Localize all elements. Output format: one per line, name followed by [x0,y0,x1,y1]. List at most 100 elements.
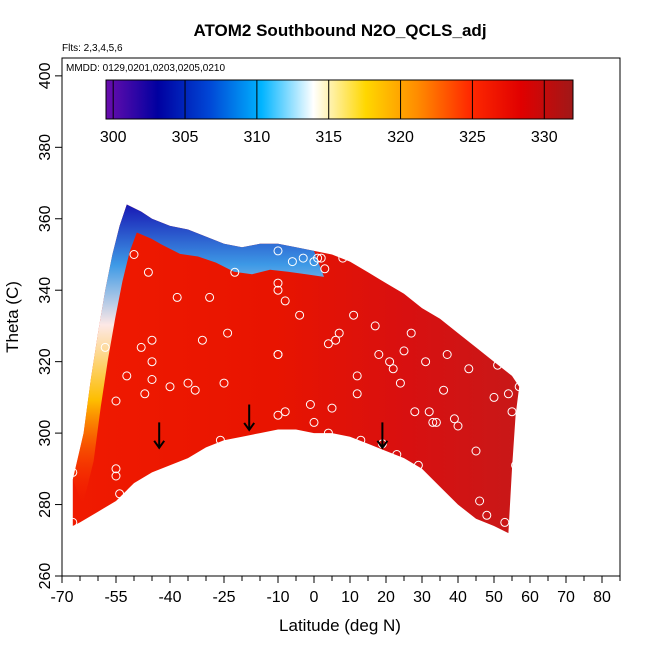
sample-point [428,417,438,427]
down-arrow-icon [376,422,389,450]
x-tick-label: 80 [593,589,611,606]
sample-point [439,385,449,395]
sample-point [482,510,492,520]
data-field [72,204,520,534]
sample-point [475,496,485,506]
y-tick-label: 380 [37,134,54,161]
y-tick-label: 340 [37,277,54,304]
y-tick-label: 280 [37,491,54,518]
sample-point [453,421,463,431]
sample-point [370,321,380,331]
sample-point [511,460,521,470]
colorbar-tick-label: 310 [244,129,271,146]
sample-point [115,489,125,499]
sample-point [273,285,283,295]
sample-point [230,267,240,277]
sample-point [309,435,319,445]
sample-point [147,357,157,367]
x-tick-label: 70 [557,589,575,606]
sample-point [503,389,513,399]
x-tick-label: -25 [212,589,235,606]
sample-point [313,253,323,263]
sample-point [136,342,146,352]
sample-point [147,375,157,384]
sample-point [197,335,207,345]
sample-point [143,267,153,277]
dates-note: MMDD: 0129,0201,0203,0205,0210 [66,63,225,74]
sample-point [273,278,283,288]
x-tick-label: 20 [377,589,395,606]
chart-title: ATOM2 Southbound N2O_QCLS_adj [193,21,486,40]
x-tick-label: -40 [158,589,181,606]
sample-points [68,246,524,527]
sample-point [129,250,139,259]
sample-point [316,253,326,263]
sample-point [183,378,193,388]
sample-point [280,296,290,306]
x-tick-label: 30 [413,589,431,606]
sample-point [507,407,517,417]
colorbar-tick-label: 325 [459,129,486,146]
sample-point [68,517,78,527]
sample-point [514,382,524,392]
y-tick-label: 300 [37,420,54,447]
sample-point [424,407,434,417]
sample-point [320,264,330,274]
marker-arrows [153,404,389,450]
sample-point [215,435,225,445]
colorbar-tick-label: 320 [387,129,414,146]
sample-point [395,378,405,388]
sample-point [392,450,402,459]
sample-point [334,328,344,338]
x-axis: -70 -55 -40 -25 -10 0 10 20 30 40 50 60 70 80 [50,576,621,606]
sample-point [385,357,395,367]
sample-point [449,414,459,424]
sample-point [273,350,283,359]
down-arrow-icon [243,404,256,432]
sample-point [471,446,481,456]
x-axis-label: Latitude (deg N) [279,616,401,635]
sample-point [352,389,362,399]
plot-frame [61,57,621,577]
sample-point [298,253,308,263]
sample-point [431,417,441,427]
sample-point [421,357,431,367]
y-tick-label: 260 [37,563,54,590]
y-tick-label: 320 [37,348,54,375]
sample-point [140,389,150,399]
sample-point [111,471,121,481]
sample-point [287,257,297,267]
sample-point [147,335,157,345]
sample-point [219,378,229,388]
x-tick-label: -70 [50,589,73,606]
x-tick-label: 10 [341,589,359,606]
down-arrow-icon [153,422,166,450]
sample-point [111,464,121,474]
x-tick-label: 60 [521,589,539,606]
sample-point [323,428,333,438]
sample-point [363,450,373,459]
x-tick-label: 40 [449,589,467,606]
colorbar-gradient [105,79,574,120]
x-tick-label: 50 [485,589,503,606]
sample-point [305,400,315,409]
sample-point [500,517,510,527]
y-tick-label: 360 [37,205,54,232]
sample-point [205,292,215,302]
sample-point [327,403,337,413]
sample-point [356,435,366,445]
sample-point [352,371,362,381]
flights-note: Flts: 2,3,4,5,6 [62,43,123,54]
x-tick-label: 0 [310,589,319,606]
sample-point [349,310,359,320]
field-region [72,204,520,534]
sample-point [100,342,110,352]
sample-point [338,253,348,263]
sample-point [68,467,78,477]
sample-point [399,346,409,356]
colorbar-tick-label: 300 [100,129,127,146]
sample-point [406,328,416,338]
y-tick-label: 400 [37,62,54,89]
sample-point [410,407,420,417]
